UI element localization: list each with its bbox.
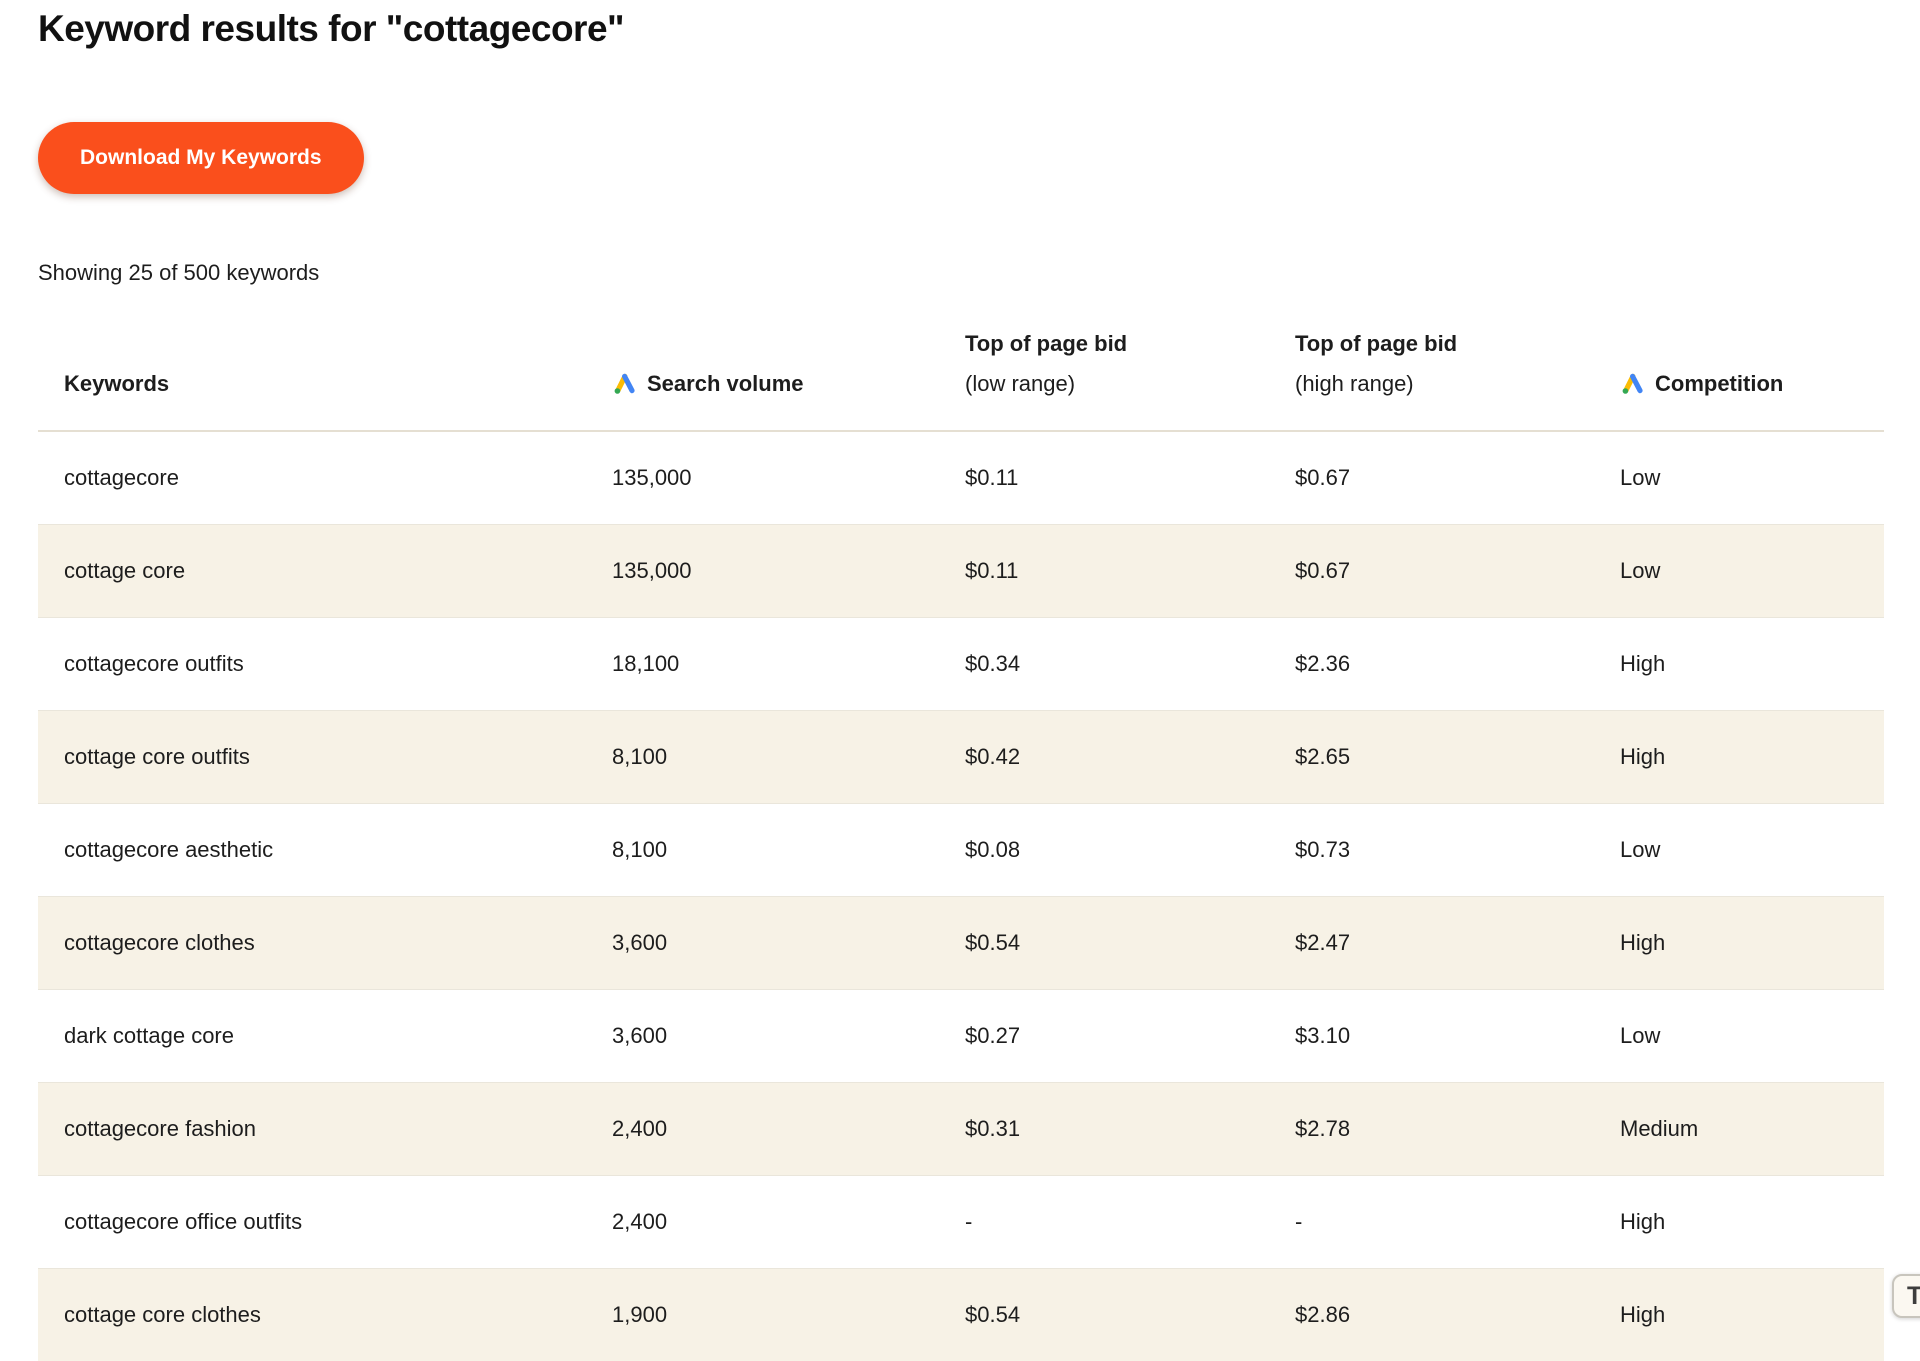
bid-low-cell: $0.34: [965, 650, 1021, 676]
search-volume-cell: 2,400: [612, 1115, 668, 1141]
table-row: cottagecore 135,000 $0.11 $0.67 Low: [38, 431, 1884, 524]
table-header-row: Keywords Search volume Top of page bid (…: [38, 324, 1884, 431]
header-search-volume-label: Search volume: [647, 371, 804, 396]
header-keywords: Keywords: [38, 324, 612, 431]
bid-low-cell: $0.54: [965, 929, 1021, 955]
competition-cell: High: [1620, 1208, 1666, 1234]
table-row: dark cottage core 3,600 $0.27 $3.10 Low: [38, 989, 1884, 1082]
keyword-cell: cottage core: [64, 557, 186, 583]
keyword-results-table: Keywords Search volume Top of page bid (…: [38, 324, 1884, 1361]
search-volume-cell: 8,100: [612, 743, 668, 769]
competition-cell: Low: [1620, 1022, 1661, 1048]
header-bid-high: Top of page bid (high range): [1295, 324, 1620, 431]
competition-cell: Low: [1620, 557, 1661, 583]
header-competition: Competition: [1620, 324, 1884, 431]
header-bid-high-line2: (high range): [1295, 371, 1414, 396]
bid-high-cell: $2.78: [1295, 1115, 1351, 1141]
header-search-volume: Search volume: [612, 324, 965, 431]
bid-low-cell: $0.08: [965, 836, 1021, 862]
table-row: cottagecore aesthetic 8,100 $0.08 $0.73 …: [38, 803, 1884, 896]
search-volume-cell: 2,400: [612, 1208, 668, 1234]
table-row: cottagecore fashion 2,400 $0.31 $2.78 Me…: [38, 1082, 1884, 1175]
bid-high-cell: $2.65: [1295, 743, 1351, 769]
bid-high-cell: $3.10: [1295, 1022, 1351, 1048]
floating-partial-button[interactable]: T: [1892, 1274, 1920, 1318]
competition-cell: Low: [1620, 836, 1661, 862]
google-ads-icon: [614, 373, 635, 394]
bid-high-cell: $0.73: [1295, 836, 1351, 862]
table-row: cottage core outfits 8,100 $0.42 $2.65 H…: [38, 710, 1884, 803]
competition-cell: High: [1620, 743, 1666, 769]
keyword-cell: cottagecore fashion: [64, 1115, 257, 1141]
header-bid-low-line1: Top of page bid: [965, 331, 1128, 356]
bid-low-cell: -: [965, 1208, 973, 1234]
keyword-cell: cottagecore office outfits: [64, 1208, 303, 1234]
bid-low-cell: $0.54: [965, 1301, 1021, 1327]
keyword-cell: cottage core outfits: [64, 743, 250, 769]
keyword-cell: cottagecore aesthetic: [64, 836, 274, 862]
search-volume-cell: 135,000: [612, 557, 692, 583]
table-row: cottage core 135,000 $0.11 $0.67 Low: [38, 524, 1884, 617]
bid-high-cell: $0.67: [1295, 464, 1351, 490]
keyword-cell: cottagecore: [64, 464, 179, 490]
search-volume-cell: 135,000: [612, 464, 692, 490]
competition-cell: High: [1620, 929, 1666, 955]
bid-high-cell: -: [1295, 1208, 1303, 1234]
table-row: cottagecore outfits 18,100 $0.34 $2.36 H…: [38, 617, 1884, 710]
keyword-cell: dark cottage core: [64, 1022, 234, 1048]
table-row: cottagecore clothes 3,600 $0.54 $2.47 Hi…: [38, 896, 1884, 989]
competition-cell: High: [1620, 1301, 1666, 1327]
header-bid-high-line1: Top of page bid: [1295, 331, 1458, 356]
competition-cell: High: [1620, 650, 1666, 676]
search-volume-cell: 18,100: [612, 650, 680, 676]
header-bid-low: Top of page bid (low range): [965, 324, 1295, 431]
search-volume-cell: 1,900: [612, 1301, 668, 1327]
download-keywords-button[interactable]: Download My Keywords: [38, 122, 364, 194]
table-row: cottage core clothes 1,900 $0.54 $2.86 H…: [38, 1268, 1884, 1361]
bid-low-cell: $0.27: [965, 1022, 1021, 1048]
header-keywords-label: Keywords: [64, 371, 170, 396]
competition-cell: Medium: [1620, 1115, 1699, 1141]
bid-low-cell: $0.11: [965, 464, 1019, 490]
bid-high-cell: $2.47: [1295, 929, 1351, 955]
keyword-cell: cottage core clothes: [64, 1301, 261, 1327]
google-ads-icon: [1622, 373, 1643, 394]
floating-partial-button-glyph: T: [1907, 1281, 1920, 1310]
page-title: Keyword results for "cottagecore": [38, 8, 625, 49]
bid-low-cell: $0.11: [965, 557, 1019, 583]
keyword-cell: cottagecore clothes: [64, 929, 255, 955]
keyword-table-body: cottagecore 135,000 $0.11 $0.67 Low cott…: [38, 431, 1884, 1361]
results-count-text: Showing 25 of 500 keywords: [38, 260, 320, 285]
table-row: cottagecore office outfits 2,400 - - Hig…: [38, 1175, 1884, 1268]
search-volume-cell: 3,600: [612, 929, 668, 955]
bid-low-cell: $0.42: [965, 743, 1021, 769]
keyword-cell: cottagecore outfits: [64, 650, 244, 676]
search-volume-cell: 8,100: [612, 836, 668, 862]
search-volume-cell: 3,600: [612, 1022, 668, 1048]
bid-low-cell: $0.31: [965, 1115, 1021, 1141]
bid-high-cell: $2.86: [1295, 1301, 1351, 1327]
header-bid-low-line2: (low range): [965, 371, 1076, 396]
header-competition-label: Competition: [1655, 371, 1784, 396]
bid-high-cell: $2.36: [1295, 650, 1351, 676]
competition-cell: Low: [1620, 464, 1661, 490]
bid-high-cell: $0.67: [1295, 557, 1351, 583]
